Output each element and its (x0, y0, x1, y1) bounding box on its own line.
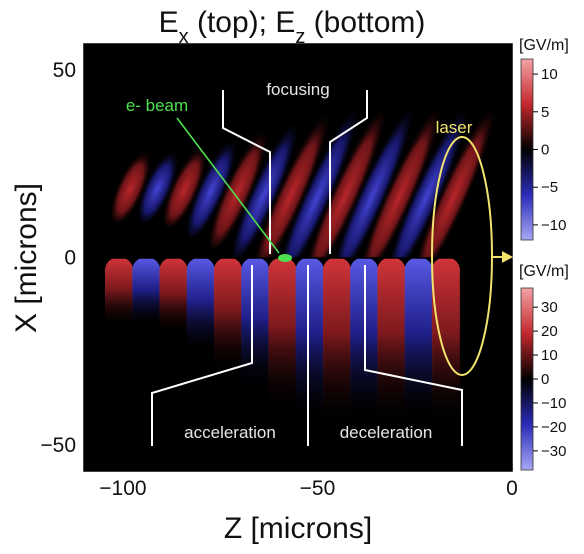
colorbar-tick-label: −20 (541, 419, 566, 436)
x-tick-label: −100 (99, 477, 146, 500)
laser-label: laser (436, 118, 473, 137)
colorbar-top-ticks: 10 5 0 −5 −10 (533, 66, 566, 234)
e-beam-marker (176, 117, 292, 262)
ez-stripe-negative (186, 258, 215, 355)
y-tick-label: −50 (40, 434, 76, 457)
colorbar-tick-label: −10 (541, 395, 566, 412)
colorbar-tick-label: 10 (541, 66, 558, 83)
ex-stripe-negative (279, 87, 368, 258)
deceleration-label: deceleration (340, 423, 433, 442)
laser-ellipse (431, 136, 493, 376)
y-tick-label: 0 (64, 247, 76, 270)
title-subscript: z (295, 26, 305, 48)
chart-title: Ex (top); Ez (bottom) (159, 6, 426, 48)
title-part: (top); E (189, 6, 296, 39)
ez-field-bottom (105, 258, 460, 426)
e-beam-label: e- beam (126, 96, 188, 115)
focusing-right-line (329, 90, 368, 254)
x-tick-label: −50 (300, 477, 336, 500)
ez-stripe-positive (159, 258, 188, 337)
ez-stripe-positive (105, 258, 134, 328)
colorbar-top: [GV/m] 10 5 0 −5 −10 (519, 37, 569, 241)
ez-stripe-negative (295, 258, 324, 426)
colorbar-tick-label: 0 (541, 371, 549, 388)
ex-stripe-negative (187, 127, 243, 238)
ez-stripe-negative (241, 258, 270, 393)
colorbar-bottom-ticks: 30 20 10 0 −10 −20 −30 (533, 299, 566, 460)
x-axis-ticks: −100 −50 0 (99, 464, 518, 500)
ex-stripe-positive (306, 87, 395, 258)
ex-stripe-negative (388, 87, 477, 258)
ez-stripe-positive (431, 258, 460, 426)
acceleration-label: acceleration (184, 423, 276, 442)
ez-stripe-negative (132, 258, 161, 328)
region-boundary-lines (151, 90, 463, 446)
deceleration-right-line (364, 265, 463, 446)
colorbar-tick-label: 0 (541, 142, 549, 159)
ex-stripe-positive (415, 87, 504, 258)
colorbar-bottom: [GV/m] 30 20 10 0 −10 −20 −30 (519, 263, 569, 471)
title-part: (bottom) (305, 6, 425, 39)
acceleration-left-line (151, 265, 253, 446)
ez-stripe-positive (322, 258, 351, 426)
colorbar-bottom-unit: [GV/m] (519, 263, 569, 280)
y-tick-label: 50 (53, 59, 76, 82)
laser-marker (431, 136, 502, 376)
ex-stripe-positive (361, 87, 450, 258)
ez-stripe-positive (268, 258, 297, 411)
y-axis-ticks: 50 0 −50 (40, 59, 91, 457)
e-beam-spot (278, 254, 292, 262)
title-subscript: x (179, 26, 189, 48)
ex-stripe-negative (334, 87, 423, 258)
ex-stripe-positive (111, 143, 155, 223)
colorbar-tick-label: −10 (541, 217, 566, 234)
ex-stripe-positive (255, 96, 337, 258)
focusing-left-line (222, 90, 271, 254)
ex-stripe-positive (210, 117, 274, 248)
ez-stripe-positive (213, 258, 242, 374)
colorbar-tick-label: 20 (541, 323, 558, 340)
laser-arrow-head (502, 251, 513, 263)
x-tick-label: 0 (506, 477, 518, 500)
ex-field-top (111, 87, 504, 258)
heatmap-plot-area: focusing e- beam laser acceleration dece… (83, 43, 513, 472)
colorbar-top-unit: [GV/m] (519, 37, 569, 54)
y-axis-label: X [microns] (10, 183, 43, 333)
colorbar-tick-label: 30 (541, 299, 558, 316)
colorbar-tick-label: −30 (541, 443, 566, 460)
x-axis-label: Z [microns] (224, 512, 372, 545)
colorbar-top-gradient (520, 58, 534, 241)
focusing-label: focusing (266, 80, 329, 99)
colorbar-tick-label: 10 (541, 347, 558, 364)
e-beam-pointer (176, 117, 280, 254)
ez-stripe-positive (377, 258, 406, 426)
colorbar-bottom-gradient (520, 287, 534, 471)
ez-stripe-negative (404, 258, 433, 426)
colorbar-tick-label: 5 (541, 104, 549, 121)
ex-stripe-positive (164, 138, 211, 227)
colorbar-tick-label: −5 (541, 179, 558, 196)
ex-stripe-negative (138, 143, 182, 223)
title-part: E (159, 6, 179, 39)
